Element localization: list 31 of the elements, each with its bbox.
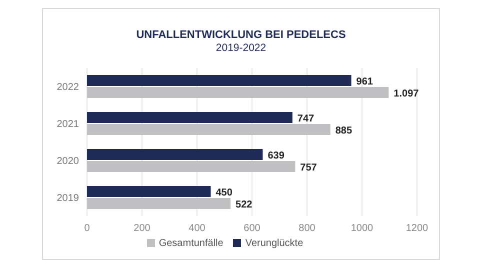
data-label: 1.097: [394, 88, 420, 100]
x-tick-label: 400: [188, 223, 206, 234]
data-label: 450: [216, 188, 233, 198]
bar: [87, 124, 330, 135]
x-tick-label: 0: [84, 223, 90, 234]
y-tick-label: 2020: [56, 156, 80, 168]
x-tick-label: 1200: [406, 223, 429, 234]
data-label: 522: [236, 200, 253, 210]
bar: [87, 87, 389, 98]
x-tick-label: 800: [298, 223, 316, 234]
x-tick-label: 1000: [350, 223, 374, 234]
legend-label: Gesamtunfälle: [158, 238, 224, 249]
y-tick-label: 2021: [56, 119, 80, 130]
bar: [87, 186, 211, 197]
data-label: 639: [268, 150, 285, 162]
legend-label: Verunglückte: [245, 238, 304, 249]
data-label: 961: [356, 76, 374, 88]
data-label: 885: [335, 126, 352, 136]
chart-title: UNFALLENTWICKLUNG BEI PEDELECS: [135, 29, 347, 41]
chart-subtitle: 2019-2022: [214, 42, 268, 54]
data-label: 747: [297, 114, 315, 124]
y-tick-label: 2022: [56, 82, 80, 94]
x-tick-label: 600: [244, 223, 261, 234]
bar: [87, 161, 296, 172]
bar: [87, 149, 263, 160]
bar: [87, 75, 352, 86]
y-tick-label: 2019: [56, 193, 80, 204]
bar: [87, 198, 231, 209]
data-label: 757: [300, 162, 318, 174]
bar: [87, 112, 292, 123]
x-tick-label: 200: [134, 223, 151, 234]
